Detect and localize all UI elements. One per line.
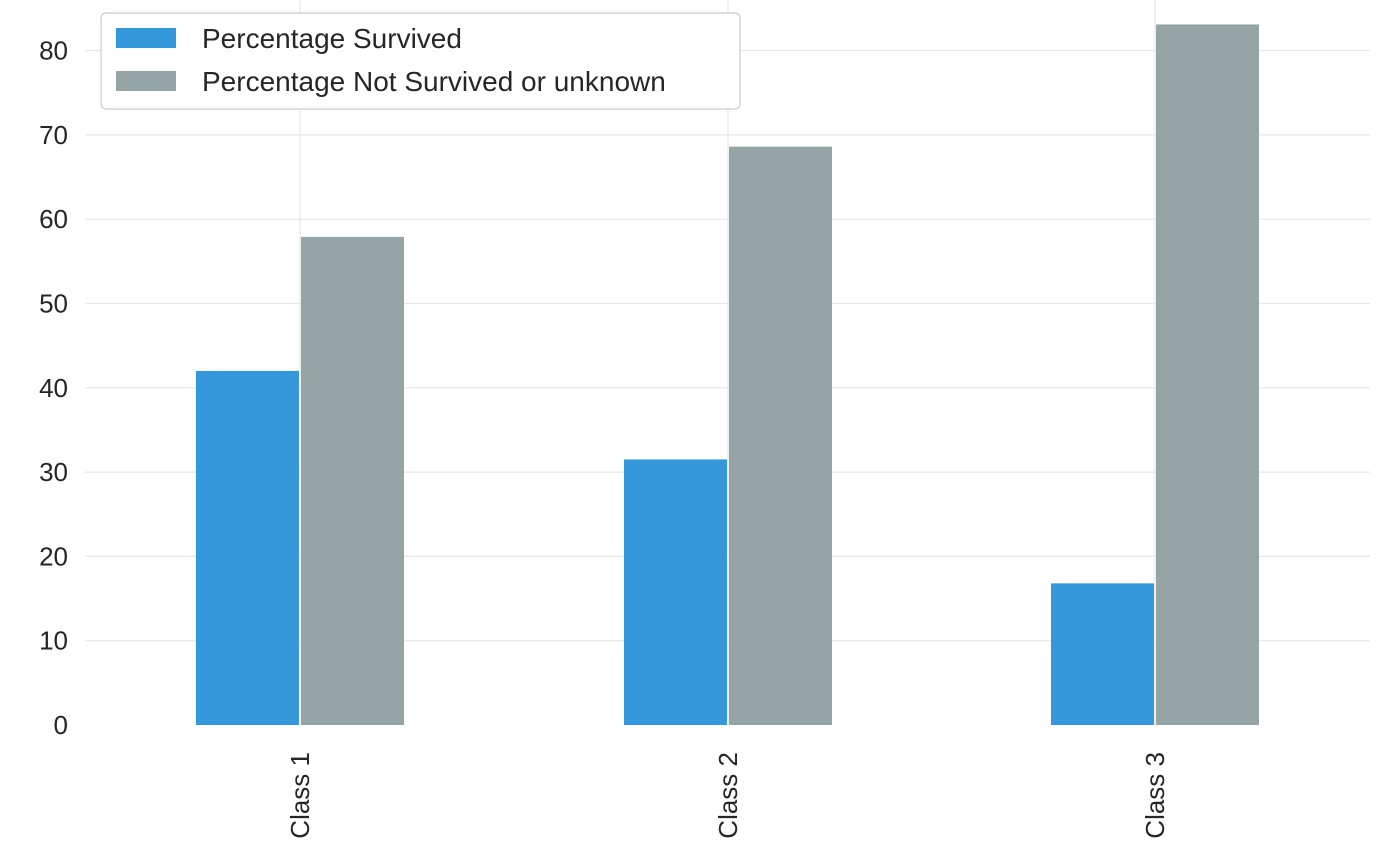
legend-label: Percentage Not Survived or unknown [202,66,666,97]
y-tick-label: 80 [39,36,68,66]
y-tick-label: 70 [39,120,68,150]
legend-swatch [116,71,176,91]
x-tick-label: Class 3 [1140,752,1170,839]
bar-not-survived-class-2 [729,146,832,726]
legend-label: Percentage Survived [202,23,462,54]
x-axis-ticks: Class 1 Class 2 Class 3 [285,752,1170,839]
y-tick-label: 10 [39,626,68,656]
y-axis-ticks: 0 10 20 30 40 50 60 70 80 [39,36,68,740]
y-tick-label: 40 [39,373,68,403]
bar-survived-class-1 [196,370,299,725]
bar-not-survived-class-1 [301,236,404,726]
y-tick-label: 60 [39,204,68,234]
y-tick-label: 0 [54,710,68,740]
bar-survived-class-2 [624,459,727,725]
grid-layer [85,0,1370,725]
y-tick-label: 50 [39,288,68,318]
legend-swatch [116,28,176,48]
legend: Percentage Survived Percentage Not Surviv… [100,12,741,110]
legend-box [100,12,741,110]
y-tick-label: 20 [39,541,68,571]
bar-survived-class-3 [1051,583,1154,725]
bars-layer [196,24,1259,726]
bar-not-survived-class-3 [1156,24,1259,725]
x-tick-label: Class 1 [285,752,315,839]
x-tick-label: Class 2 [713,752,743,839]
y-tick-label: 30 [39,457,68,487]
